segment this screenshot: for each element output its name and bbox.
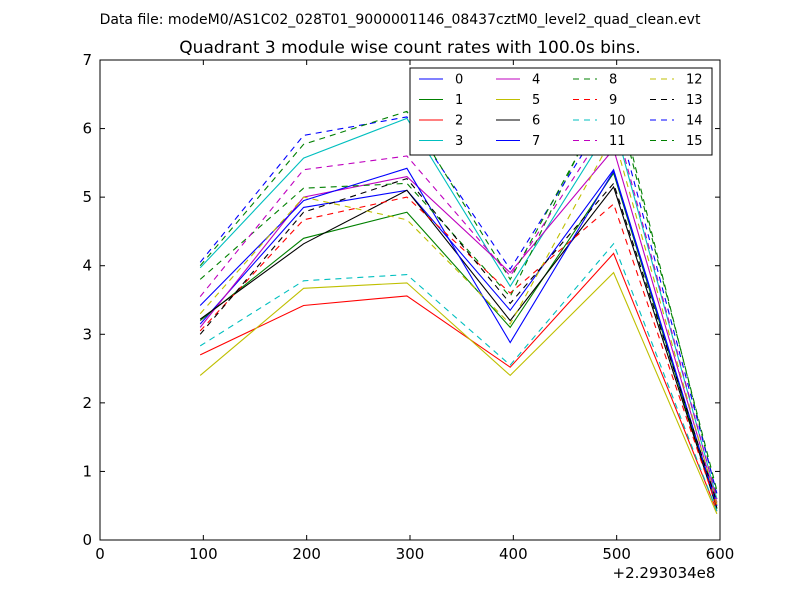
series-line-12 (199, 133, 718, 505)
y-tick-label: 3 (82, 325, 92, 343)
series-line-10 (199, 242, 718, 512)
legend-label-11: 11 (609, 134, 626, 149)
y-tick-label: 4 (82, 257, 92, 275)
suptitle: Data file: modeM0/AS1C02_028T01_90000011… (100, 12, 701, 28)
x-tick-label: 200 (292, 545, 321, 563)
x-tick-label: 400 (499, 545, 528, 563)
legend-label-2: 2 (455, 114, 463, 129)
series-line-5 (199, 271, 718, 515)
series-line-7 (199, 167, 718, 506)
legend-label-7: 7 (532, 134, 540, 149)
y-tick-label: 7 (82, 51, 92, 69)
chart-title: Quadrant 3 module wise count rates with … (179, 38, 640, 58)
x-tick-label: 500 (602, 545, 631, 563)
legend-label-12: 12 (686, 73, 703, 88)
legend-label-15: 15 (686, 134, 703, 149)
legend-label-6: 6 (532, 114, 540, 129)
series-line-15 (199, 87, 718, 491)
x-tick-label: 100 (189, 545, 218, 563)
legend-label-0: 0 (455, 73, 463, 88)
legend-label-13: 13 (686, 93, 703, 108)
legend-label-5: 5 (532, 93, 540, 108)
y-tick-label: 0 (82, 531, 92, 549)
legend-label-9: 9 (609, 93, 617, 108)
x-offset-label: +2.293034e8 (613, 564, 716, 582)
plot-area (199, 77, 718, 515)
legend-label-4: 4 (532, 73, 540, 88)
series-line-11 (199, 114, 718, 500)
legend-label-10: 10 (609, 114, 626, 129)
y-tick-label: 2 (82, 394, 92, 412)
x-tick-label: 600 (706, 545, 735, 563)
legend-label-3: 3 (455, 134, 463, 149)
series-line-13 (199, 177, 718, 503)
series-line-14 (199, 103, 718, 494)
series-line-3 (199, 117, 718, 500)
legend-label-14: 14 (686, 114, 703, 129)
legend-label-8: 8 (609, 73, 617, 88)
legend-label-1: 1 (455, 93, 463, 108)
y-tick-label: 6 (82, 120, 92, 138)
y-tick-label: 1 (82, 462, 92, 480)
series-line-9 (199, 196, 718, 508)
x-tick-label: 300 (396, 545, 425, 563)
series-line-1 (199, 171, 718, 510)
series-line-2 (199, 252, 718, 512)
y-tick-label: 5 (82, 188, 92, 206)
x-tick-label: 0 (95, 545, 105, 563)
